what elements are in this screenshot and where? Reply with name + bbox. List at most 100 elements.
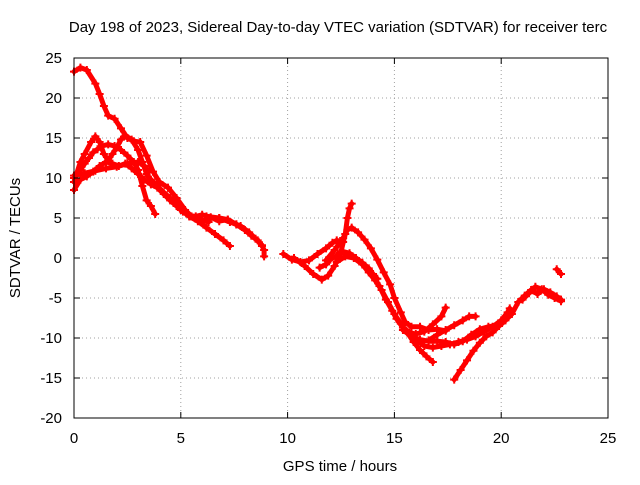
data-point bbox=[557, 270, 566, 278]
data-point bbox=[257, 241, 266, 250]
data-point bbox=[80, 169, 89, 178]
data-point bbox=[134, 158, 143, 166]
data-point bbox=[341, 252, 350, 261]
data-point bbox=[95, 90, 104, 98]
y-tick-label: 20 bbox=[45, 90, 62, 107]
data-point bbox=[300, 262, 309, 270]
data-point bbox=[396, 319, 405, 328]
data-point bbox=[437, 312, 446, 321]
data-point bbox=[454, 338, 463, 346]
data-point bbox=[89, 148, 98, 157]
data-point bbox=[112, 162, 121, 171]
data-point bbox=[433, 330, 442, 339]
data-point bbox=[373, 255, 382, 264]
x-axis-label: GPS time / hours bbox=[283, 458, 397, 475]
data-point bbox=[371, 276, 380, 285]
data-point bbox=[136, 138, 145, 146]
data-point bbox=[501, 316, 510, 325]
data-point bbox=[450, 375, 459, 384]
data-point bbox=[127, 164, 136, 173]
x-tick-label: 10 bbox=[279, 430, 296, 447]
data-point bbox=[424, 336, 433, 345]
data-point bbox=[260, 252, 269, 261]
data-point bbox=[480, 327, 489, 336]
data-point bbox=[251, 234, 260, 243]
y-tick-label: -5 bbox=[49, 290, 62, 307]
data-point bbox=[531, 282, 540, 291]
data-point bbox=[245, 228, 254, 237]
data-point bbox=[121, 131, 130, 140]
series-trace bbox=[359, 261, 436, 365]
data-point bbox=[396, 308, 405, 317]
data-point bbox=[482, 332, 491, 341]
data-point bbox=[518, 295, 527, 304]
x-tick-label: 5 bbox=[177, 430, 185, 447]
y-tick-label: 5 bbox=[54, 210, 62, 227]
data-point bbox=[202, 212, 211, 221]
data-point bbox=[104, 156, 113, 165]
data-point bbox=[488, 328, 497, 337]
data-point bbox=[193, 217, 202, 226]
series-track-19 bbox=[552, 265, 566, 278]
series-track-5 bbox=[70, 158, 153, 180]
data-point bbox=[463, 356, 472, 365]
y-axis-label: SDTVAR / TECUs bbox=[7, 178, 24, 298]
data-point bbox=[215, 214, 224, 222]
data-point bbox=[91, 132, 100, 141]
data-point bbox=[313, 250, 322, 258]
data-point bbox=[383, 298, 392, 306]
series-track-16 bbox=[424, 312, 480, 345]
data-point bbox=[450, 321, 459, 330]
data-point bbox=[82, 66, 91, 74]
data-point bbox=[514, 298, 523, 306]
y-tick-label: 25 bbox=[45, 50, 62, 67]
data-point bbox=[537, 285, 546, 294]
data-point bbox=[108, 150, 117, 158]
chart-title: Day 198 of 2023, Sidereal Day-to-day VTE… bbox=[69, 19, 608, 36]
data-point bbox=[219, 236, 228, 245]
data-point bbox=[80, 159, 89, 168]
data-point bbox=[552, 265, 561, 274]
data-point bbox=[322, 244, 331, 253]
data-point bbox=[134, 146, 143, 154]
data-point bbox=[544, 290, 553, 299]
data-point bbox=[339, 234, 348, 242]
data-point bbox=[304, 256, 313, 265]
data-point bbox=[134, 166, 143, 174]
series-track-7 bbox=[202, 212, 269, 261]
data-point bbox=[332, 258, 341, 266]
data-point bbox=[416, 322, 425, 331]
data-point bbox=[142, 151, 151, 160]
data-point bbox=[524, 289, 533, 298]
data-point bbox=[123, 159, 132, 168]
data-point bbox=[317, 275, 326, 284]
data-point bbox=[328, 238, 337, 247]
data-point bbox=[76, 63, 85, 72]
data-point bbox=[386, 280, 395, 289]
data-point bbox=[110, 142, 119, 150]
data-point bbox=[146, 202, 155, 210]
data-point bbox=[144, 167, 153, 176]
data-point bbox=[398, 326, 407, 334]
data-series bbox=[70, 63, 566, 384]
data-point bbox=[463, 335, 472, 344]
data-point bbox=[458, 316, 467, 325]
y-tick-label: -10 bbox=[40, 330, 62, 347]
data-point bbox=[349, 254, 358, 262]
data-point bbox=[471, 332, 480, 341]
data-point bbox=[140, 162, 149, 170]
data-point bbox=[390, 310, 399, 318]
data-point bbox=[309, 270, 318, 278]
series-track-18 bbox=[518, 282, 566, 306]
series-track-4 bbox=[70, 140, 160, 218]
data-point bbox=[557, 297, 566, 306]
data-point bbox=[354, 228, 363, 237]
data-point bbox=[343, 226, 352, 234]
data-point bbox=[99, 150, 108, 158]
data-point bbox=[533, 290, 542, 298]
data-point bbox=[102, 164, 111, 173]
data-point bbox=[475, 338, 484, 347]
data-point bbox=[377, 286, 386, 294]
